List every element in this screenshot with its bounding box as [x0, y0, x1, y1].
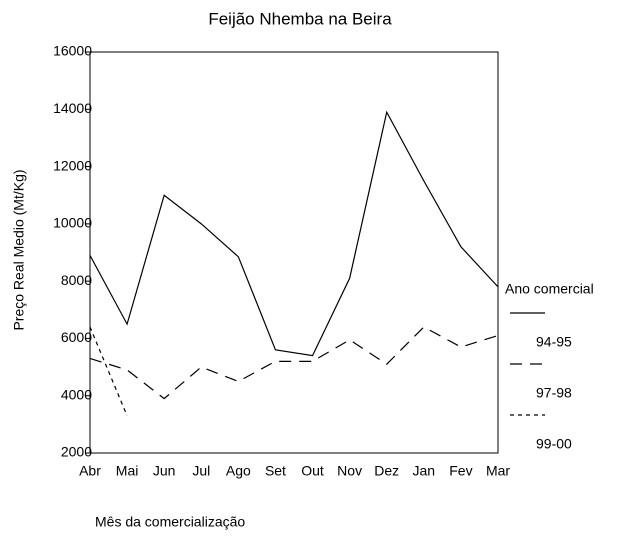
x-tick-label: Out [301, 463, 324, 479]
y-tick-label: 16000 [53, 43, 92, 59]
series-line [89, 326, 128, 416]
x-axis-label: Mês da comercialização [95, 514, 245, 530]
x-tick-label: Jan [413, 463, 436, 479]
x-tick-label: Jun [153, 463, 176, 479]
legend-label: 97-98 [536, 385, 572, 401]
y-tick-label: 8000 [61, 272, 92, 288]
series-line [89, 110, 499, 357]
plot-frame [89, 51, 499, 454]
y-tick-label: 12000 [53, 157, 92, 173]
chart-title: Feijão Nhemba na Beira [208, 9, 392, 28]
y-tick-label: 10000 [53, 215, 92, 231]
x-tick-label: Mai [116, 463, 139, 479]
x-tick-label: Set [265, 463, 286, 479]
x-tick-label: Fev [449, 463, 472, 479]
x-tick-label: Jul [192, 463, 210, 479]
legend-title: Ano comercial [505, 281, 594, 297]
y-tick-label: 4000 [61, 386, 92, 402]
y-tick-label: 2000 [61, 444, 92, 460]
x-tick-label: Nov [337, 463, 362, 479]
x-tick-label: Abr [79, 463, 101, 479]
y-tick-label: 6000 [61, 329, 92, 345]
series-line [89, 326, 499, 400]
x-tick-label: Dez [374, 463, 399, 479]
legend-label: 99-00 [536, 436, 572, 452]
y-axis-label: Preço Real Medio (Mt/Kg) [11, 169, 27, 330]
x-tick-label: Mar [486, 463, 510, 479]
x-tick-label: Ago [226, 463, 251, 479]
legend-label: 94-95 [536, 334, 572, 350]
y-tick-label: 14000 [53, 100, 92, 116]
